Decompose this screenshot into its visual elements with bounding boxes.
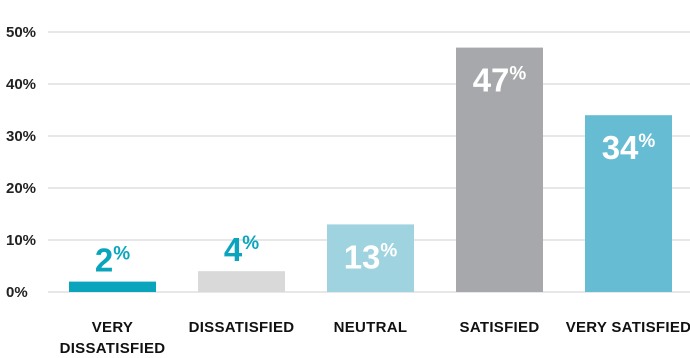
data-label: 2%	[95, 242, 130, 279]
data-label: 34%	[602, 129, 656, 166]
y-tick-label: 50%	[6, 24, 36, 41]
y-tick-label: 30%	[6, 128, 36, 145]
data-label: 47%	[473, 62, 527, 99]
bar	[69, 281, 156, 292]
x-tick-label: VERY	[92, 319, 134, 336]
data-label: 4%	[224, 231, 259, 268]
x-tick-label: DISSATISFIED	[60, 340, 166, 357]
y-tick-label: 40%	[6, 76, 36, 93]
y-tick-label: 20%	[6, 180, 36, 197]
x-tick-label: NEUTRAL	[334, 319, 408, 336]
x-tick-label: SATISFIED	[460, 319, 540, 336]
x-tick-label: DISSATISFIED	[189, 319, 295, 336]
bar	[585, 115, 672, 292]
bar	[198, 271, 285, 292]
bar	[456, 47, 543, 292]
data-label: 13%	[344, 238, 398, 275]
x-tick-label: VERY SATISFIED	[566, 319, 690, 336]
y-tick-label: 0%	[6, 284, 28, 301]
bar	[327, 224, 414, 292]
y-tick-label: 10%	[6, 232, 36, 249]
